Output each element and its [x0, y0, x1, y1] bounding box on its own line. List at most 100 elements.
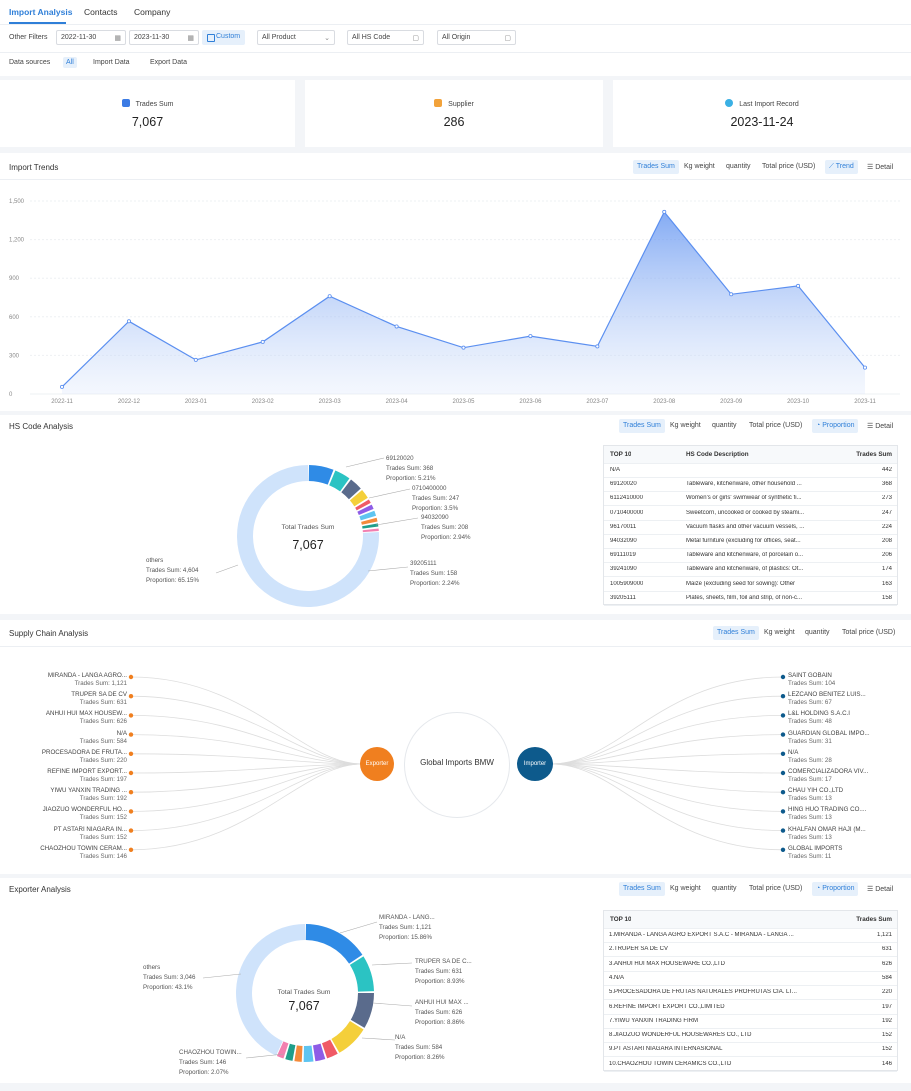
col-trades-sum: Trades Sum: [856, 916, 892, 923]
x-tick-label: 2023-10: [787, 399, 810, 405]
metric-kg-weight[interactable]: Kg weight: [684, 163, 715, 170]
trades-sum-cell: 146: [881, 1060, 892, 1067]
table-row[interactable]: 0710400000 Sweetcorn, uncooked or cooked …: [604, 507, 897, 521]
table-row[interactable]: 6112410000 Women's or girls' swimwear of …: [604, 492, 897, 507]
exporter-item[interactable]: N/A Trades Sum: 584: [37, 730, 127, 746]
exporter-item[interactable]: CHAOZHOU TOWIN CERAM... Trades Sum: 146: [37, 845, 127, 861]
metric-trades-sum[interactable]: Trades Sum: [619, 419, 665, 433]
table-row[interactable]: 3.ANHUI HUI MAX HOUSEWARE CO.,LTD 626: [604, 958, 897, 972]
source-all-button[interactable]: All: [63, 57, 77, 68]
importer-node[interactable]: Importer: [517, 747, 553, 781]
tab-import-analysis[interactable]: Import Analysis: [9, 7, 73, 17]
table-row[interactable]: 1.MIRANDA - LANGA AGRO EXPORT S.A.C - MI…: [604, 929, 897, 943]
table-row[interactable]: 1005909000 Maize (excluding seed for sowi…: [604, 578, 897, 592]
importer-sum: Trades Sum: 104: [788, 680, 836, 687]
y-tick-label: 1,500: [9, 199, 25, 205]
table-row[interactable]: 69120020 Tableware, kitchenware, other ho…: [604, 478, 897, 493]
metric-kg-weight[interactable]: Kg weight: [764, 629, 795, 636]
metric-quantity[interactable]: quantity: [726, 163, 751, 170]
origin-select[interactable]: All Origin ▢: [437, 30, 516, 45]
metric-quantity[interactable]: quantity: [712, 885, 737, 892]
x-tick-label: 2023-06: [519, 399, 542, 405]
col-top10: TOP 10: [610, 451, 632, 458]
exporter-item[interactable]: REFINE IMPORT EXPORT... Trades Sum: 197: [37, 768, 127, 784]
importer-sum: Trades Sum: 13: [788, 833, 832, 841]
importer-item[interactable]: GUARDIAN GLOBAL IMPO... Trades Sum: 31: [788, 730, 878, 746]
callout-line: [368, 488, 411, 499]
donut-slice: [341, 479, 361, 500]
metric-kg-weight[interactable]: Kg weight: [670, 885, 701, 892]
exporter-item[interactable]: YIWU YANXIN TRADING ... Trades Sum: 192: [37, 787, 127, 803]
importer-item[interactable]: SAINT GOBAIN Trades Sum: 104: [788, 672, 878, 688]
source-import-button[interactable]: Import Data: [93, 59, 130, 66]
date-from-input[interactable]: 2022-11-30 ▦: [56, 30, 126, 45]
exporter-node[interactable]: Exporter: [360, 747, 394, 781]
importer-item[interactable]: GLOBAL IMPORTS Trades Sum: 11: [788, 845, 878, 861]
view-detail-button[interactable]: ☰ Detail: [863, 882, 897, 896]
source-export-button[interactable]: Export Data: [150, 59, 187, 66]
donut-slice: [362, 523, 379, 529]
view-proportion-button[interactable]: ◔ Proportion: [812, 882, 859, 896]
product-select[interactable]: All Product ⌄: [257, 30, 335, 45]
metric-total-price[interactable]: Total price (USD): [762, 163, 816, 170]
importer-item[interactable]: N/A Trades Sum: 28: [788, 749, 878, 765]
metric-total-price[interactable]: Total price (USD): [749, 422, 803, 429]
importer-item[interactable]: L&L HOLDING S.A.C.I Trades Sum: 48: [788, 710, 878, 726]
metric-quantity[interactable]: quantity: [712, 422, 737, 429]
donut-slice: [303, 1045, 314, 1062]
table-row[interactable]: 8.JIAOZUO WONDERFUL HOUSEWARES CO., LTD 1…: [604, 1029, 897, 1044]
table-row[interactable]: 69111019 Tableware and kitchenware, of po…: [604, 549, 897, 564]
tab-contacts[interactable]: Contacts: [84, 7, 118, 17]
importer-item[interactable]: CHAU YIH CO.,LTD Trades Sum: 13: [788, 787, 878, 803]
table-row[interactable]: 5.PROCESADORA DE FRUTAS NATURALES PROFRU…: [604, 986, 897, 1001]
table-row[interactable]: 39205111 Plates, sheets, film, foil and s…: [604, 592, 897, 606]
view-detail-button[interactable]: ☰ Detail: [863, 419, 897, 433]
view-proportion-button[interactable]: ◔ Proportion: [812, 419, 859, 433]
node-dot: [128, 674, 134, 680]
exporter-item[interactable]: JIAOZUO WONDERFUL HO... Trades Sum: 152: [37, 806, 127, 822]
metric-trades-sum[interactable]: Trades Sum: [633, 160, 679, 174]
supplier-icon: [434, 99, 443, 107]
table-row[interactable]: 10.CHAOZHOU TOWIN CERAMICS CO.,LTD 146: [604, 1058, 897, 1072]
table-row[interactable]: 2.TRUPER SA DE CV 631: [604, 943, 897, 958]
custom-date-button[interactable]: Custom: [202, 30, 245, 45]
table-row[interactable]: 94032090 Metal furniture (excluding for o…: [604, 535, 897, 549]
table-row[interactable]: 6.REFINE IMPORT EXPORT CO.,LIMITED 197: [604, 1001, 897, 1015]
view-detail-button[interactable]: ☰ Detail: [863, 160, 897, 174]
tab-company[interactable]: Company: [134, 7, 171, 17]
metric-trades-sum[interactable]: Trades Sum: [713, 626, 759, 640]
metric-kg-weight[interactable]: Kg weight: [670, 422, 701, 429]
col-top10: TOP 10: [610, 916, 632, 923]
center-node-label: Global Imports BMW: [420, 758, 494, 767]
importer-item[interactable]: LEZCANO BENITEZ LUIS... Trades Sum: 67: [788, 691, 878, 707]
table-row[interactable]: 39241090 Tableware and kitchenware, of pl…: [604, 563, 897, 578]
callout-prop: Proportion: 8.26%: [395, 1054, 445, 1061]
trades-sum-cell: 1,121: [876, 932, 892, 938]
edge: [130, 763, 363, 851]
callout-prop: Proportion: 2.94%: [421, 534, 471, 541]
metric-total-price[interactable]: Total price (USD): [749, 885, 803, 892]
exporter-item[interactable]: ANHUI HUI MAX HOUSEW... Trades Sum: 626: [37, 710, 127, 726]
exporter-item[interactable]: MIRANDA - LANGA AGRO... Trades Sum: 1,121: [37, 672, 127, 688]
exporter-item[interactable]: PROCESADORA DE FRUTA... Trades Sum: 220: [37, 749, 127, 765]
exporter-name-cell: 6.REFINE IMPORT EXPORT CO.,LIMITED: [609, 1003, 725, 1010]
table-row[interactable]: 9.PT ASTARI NIAGARA INTERNASIONAL 152: [604, 1043, 897, 1058]
importer-item[interactable]: KHALFAN OMAR HAJI (M... Trades Sum: 13: [788, 826, 878, 842]
date-to-input[interactable]: 2023-11-30 ▦: [129, 30, 199, 45]
metric-quantity[interactable]: quantity: [805, 629, 830, 636]
table-row[interactable]: 7.YIWU YANXIN TRADING FIRM 192: [604, 1015, 897, 1029]
metric-trades-sum[interactable]: Trades Sum: [619, 882, 665, 896]
hs-code-select[interactable]: All HS Code ▢: [347, 30, 424, 45]
table-row[interactable]: 96170011 Vacuum flasks and other vacuum v…: [604, 521, 897, 535]
importer-item[interactable]: HING HUO TRADING CO.... Trades Sum: 13: [788, 806, 878, 822]
table-row[interactable]: N/A 442: [604, 464, 897, 478]
table-row[interactable]: 4.N/A 584: [604, 972, 897, 986]
metric-total-price[interactable]: Total price (USD): [842, 629, 896, 636]
x-tick-label: 2023-05: [452, 399, 475, 405]
importer-item[interactable]: COMERCIALIZADORA VIV... Trades Sum: 17: [788, 768, 878, 784]
exporter-item[interactable]: PT ASTARI NIAGARA IN... Trades Sum: 152: [37, 826, 127, 842]
exporter-item[interactable]: TRUPER SA DE CV Trades Sum: 631: [37, 691, 127, 707]
view-trend-button[interactable]: ⟋ Trend: [825, 160, 858, 174]
donut-callout: 0710400000 Trades Sum: 247 Proportion: 3.5…: [412, 484, 459, 514]
exporter-name: ANHUI HUI MAX HOUSEW...: [45, 710, 127, 718]
